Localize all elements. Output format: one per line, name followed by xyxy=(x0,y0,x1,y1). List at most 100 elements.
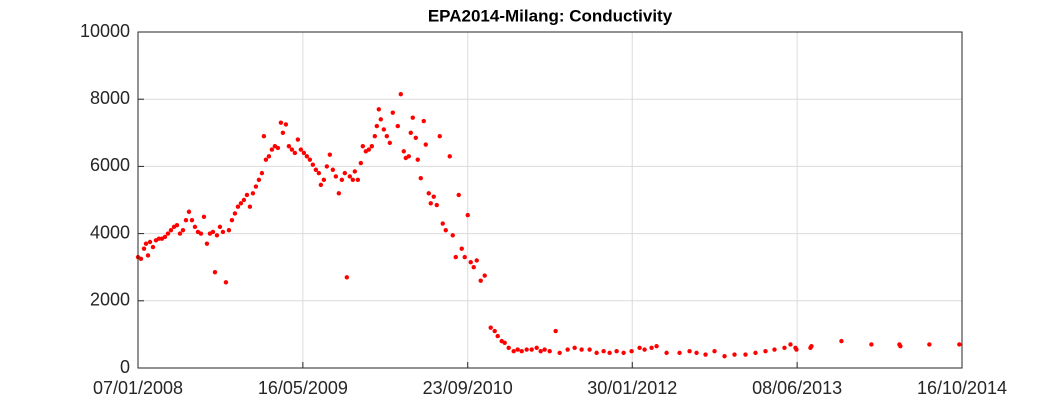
point xyxy=(712,349,717,354)
point xyxy=(189,217,195,223)
point xyxy=(283,122,289,127)
point xyxy=(145,253,151,258)
point xyxy=(384,133,389,139)
point xyxy=(542,347,547,352)
point xyxy=(763,349,768,354)
point xyxy=(174,223,180,228)
point xyxy=(150,244,156,250)
point xyxy=(238,201,244,206)
point xyxy=(198,231,204,236)
point xyxy=(253,184,259,189)
point xyxy=(310,162,316,167)
point xyxy=(180,228,186,233)
point xyxy=(753,350,758,356)
point xyxy=(443,228,448,233)
point xyxy=(192,224,198,230)
point xyxy=(390,110,395,115)
point xyxy=(141,246,147,251)
point xyxy=(232,211,238,216)
point xyxy=(165,231,171,236)
point xyxy=(772,347,777,352)
point xyxy=(217,224,223,230)
y-tick-label: 6000 xyxy=(90,155,130,175)
point xyxy=(426,191,431,196)
point xyxy=(511,349,516,354)
point xyxy=(186,209,192,214)
point xyxy=(241,197,247,203)
point xyxy=(565,347,570,352)
point xyxy=(212,270,218,275)
point xyxy=(401,149,406,154)
point xyxy=(788,342,793,347)
point xyxy=(732,352,737,357)
point xyxy=(743,352,748,357)
point xyxy=(572,345,577,351)
point xyxy=(495,333,500,339)
point xyxy=(506,345,511,351)
point xyxy=(378,117,384,122)
point xyxy=(519,349,524,354)
point xyxy=(450,233,455,238)
point xyxy=(304,154,310,159)
point xyxy=(428,201,433,206)
point xyxy=(410,115,415,120)
point xyxy=(261,133,267,139)
x-tick-label: 07/01/2008 xyxy=(93,378,183,398)
point xyxy=(629,349,634,354)
point xyxy=(360,144,366,149)
point xyxy=(437,133,442,139)
point xyxy=(703,352,708,357)
point xyxy=(266,154,272,159)
point xyxy=(259,170,265,176)
point xyxy=(492,328,497,334)
point xyxy=(423,142,428,147)
point xyxy=(201,214,207,219)
point xyxy=(447,154,452,159)
plot-frame xyxy=(137,31,963,369)
point xyxy=(515,347,520,352)
point xyxy=(352,169,358,174)
point xyxy=(168,228,174,233)
point xyxy=(794,347,799,352)
labels: 0 2000 4000 6000 8000 10000 07/01/2008 16/05/20… xyxy=(80,21,1007,398)
point xyxy=(839,338,844,344)
point xyxy=(468,259,473,265)
point xyxy=(275,145,281,151)
point xyxy=(453,254,458,260)
point xyxy=(280,130,286,135)
point xyxy=(694,350,699,356)
point xyxy=(244,192,250,198)
point xyxy=(387,140,392,146)
x-tick-label: 16/05/2009 xyxy=(258,378,348,398)
point xyxy=(358,160,364,166)
point xyxy=(927,342,932,347)
point xyxy=(677,350,682,356)
x-tick-label: 08/06/2013 xyxy=(752,378,842,398)
point xyxy=(369,144,375,149)
point xyxy=(478,278,483,283)
x-tick-label: 30/01/2012 xyxy=(587,378,677,398)
point xyxy=(333,174,339,179)
point xyxy=(601,349,606,354)
point xyxy=(474,258,479,263)
point xyxy=(722,354,727,359)
point xyxy=(344,275,350,280)
point xyxy=(421,118,426,124)
point xyxy=(366,147,372,152)
point xyxy=(621,350,626,356)
point xyxy=(256,177,262,183)
point xyxy=(336,191,342,196)
point xyxy=(235,204,241,209)
point xyxy=(529,347,534,352)
point xyxy=(462,254,467,260)
point xyxy=(372,133,378,139)
point xyxy=(177,231,183,236)
point xyxy=(557,350,562,356)
point xyxy=(278,120,284,125)
point xyxy=(376,107,382,112)
point xyxy=(147,239,153,245)
point xyxy=(350,177,356,183)
point xyxy=(471,265,476,270)
